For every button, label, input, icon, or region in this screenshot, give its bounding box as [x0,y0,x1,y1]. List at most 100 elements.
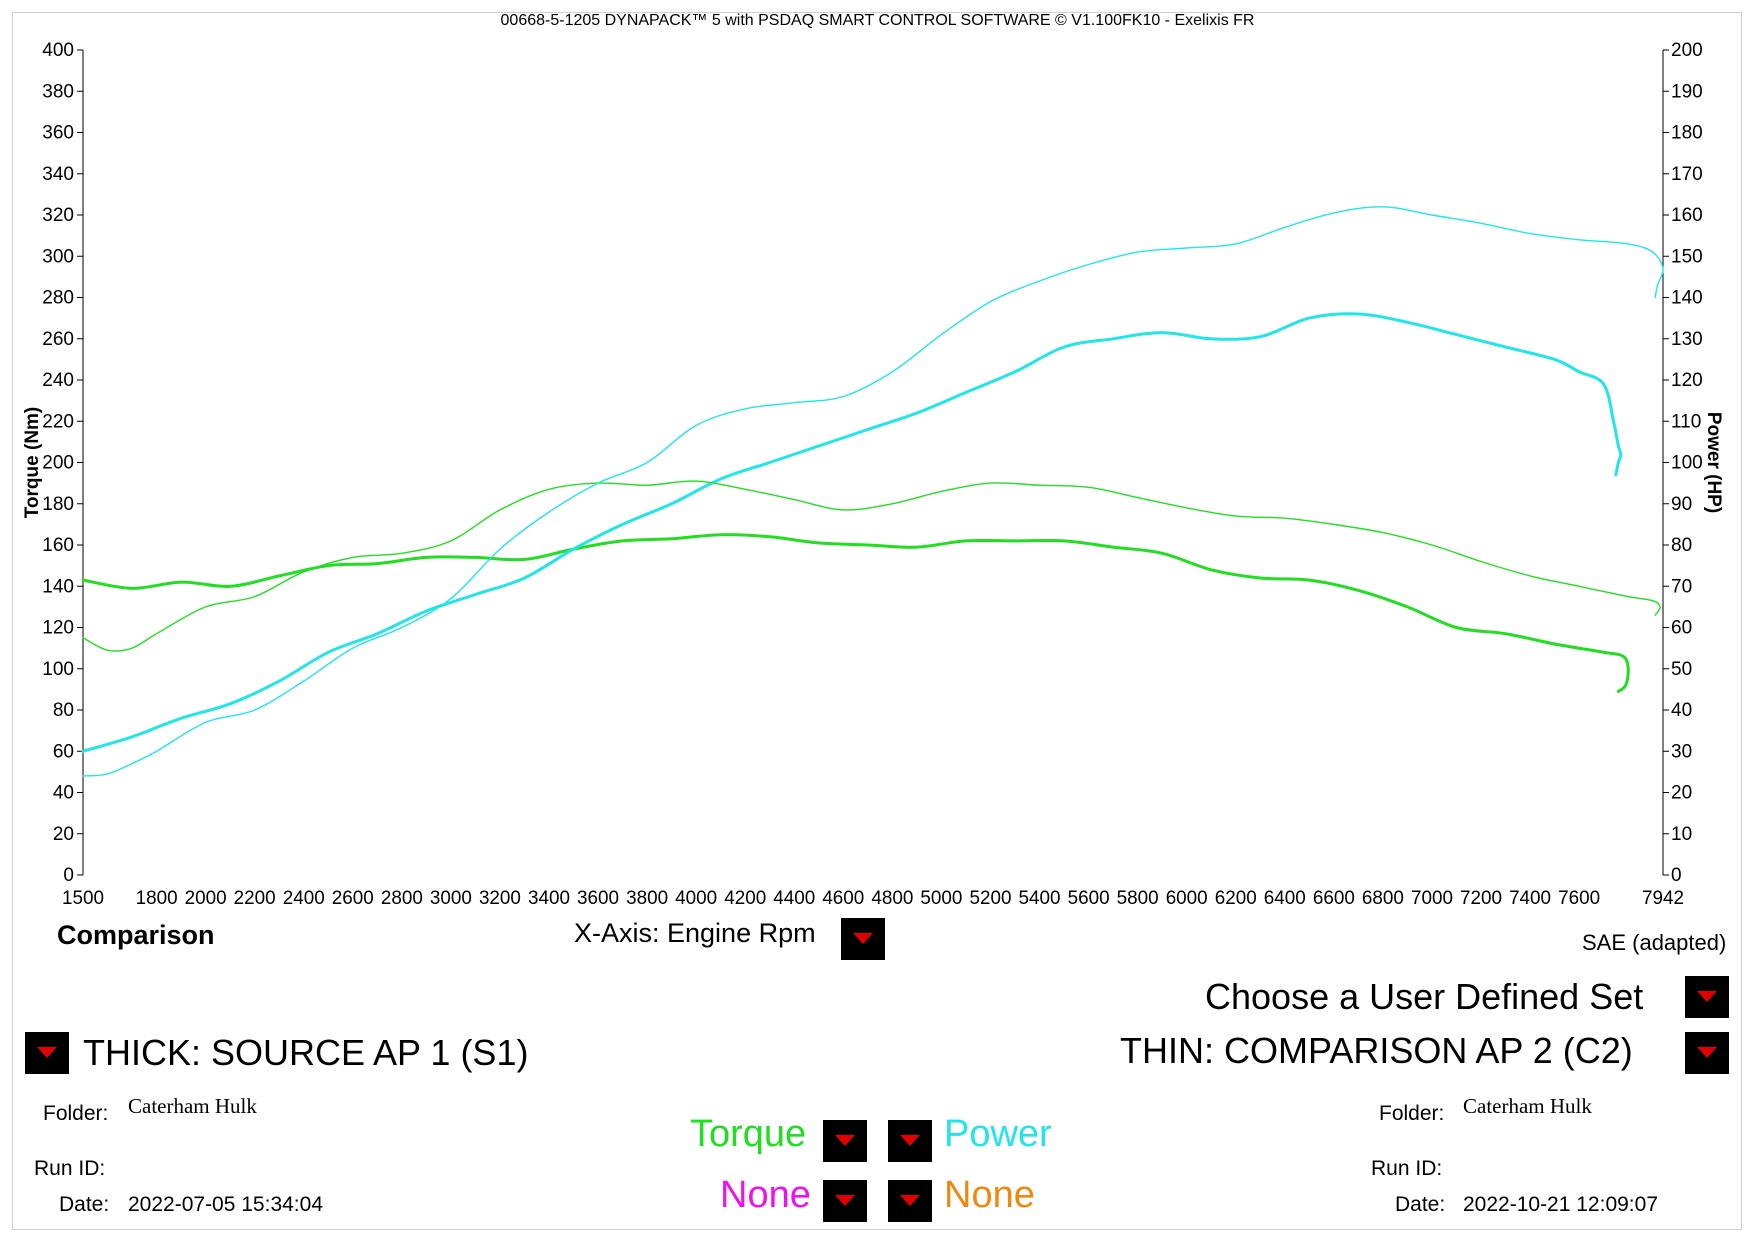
y2-tick-label: 20 [1671,783,1692,804]
y-tick-label: 20 [53,824,74,845]
x-tick-label: 2800 [381,888,423,909]
series-thin-power-line [82,206,1664,777]
y-tick-label: 280 [42,288,74,309]
y-tick-label: 120 [42,618,74,639]
x-tick-label: 5200 [969,888,1011,909]
selector-none-right-label: None [944,1174,1035,1216]
x-tick-label: 7000 [1411,888,1453,909]
y-tick-label: 380 [42,81,74,102]
y2-tick-label: 30 [1671,741,1692,762]
y-tick-label: 60 [53,741,74,762]
left-folder-label: Folder: [43,1102,109,1125]
y-tick-label: 300 [42,246,74,267]
x-tick-label: 5000 [920,888,962,909]
x-tick-label: 4200 [724,888,766,909]
y2-tick-label: 190 [1671,81,1703,102]
y-tick-label: 360 [42,123,74,144]
x-tick-label: 1500 [62,888,104,909]
user-set-label: Choose a User Defined Set [1205,976,1644,1017]
y-tick-label: 240 [42,370,74,391]
x-tick-label: 6000 [1166,888,1208,909]
x-tick-label: 7400 [1509,888,1551,909]
y2-tick-label: 180 [1671,123,1703,144]
y2-tick-label: 110 [1671,411,1701,432]
y2-tick-label: 200 [1671,40,1703,61]
y-tick-label: 400 [42,40,74,61]
x-tick-label: 4800 [871,888,913,909]
y-tick-label: 220 [42,411,74,432]
y-tick-label: 80 [53,700,74,721]
y-tick-label: 0 [63,865,74,886]
right-folder-label: Folder: [1379,1102,1445,1125]
y2-tick-label: 140 [1671,288,1703,309]
report-title: 00668-5-1205 DYNAPACK™ 5 with PSDAQ SMAR… [500,12,1255,29]
y2-tick-label: 160 [1671,205,1703,226]
y-tick-label: 200 [42,453,74,474]
right-runid-label: Run ID: [1371,1157,1443,1180]
x-tick-label: 5600 [1068,888,1110,909]
y-tick-label: 320 [42,205,74,226]
source-label: THICK: SOURCE AP 1 (S1) [83,1032,529,1073]
series-thick-torque-line [81,533,1630,693]
selector-none-left-dropdown[interactable] [823,1180,867,1222]
y2-tick-label: 40 [1671,700,1692,721]
xaxis-dropdown-button[interactable] [841,918,885,960]
x-tick-label: 2400 [283,888,325,909]
selector-power-label: Power [944,1113,1052,1155]
y-tick-label: 100 [42,659,74,680]
x-tick-label: 6200 [1215,888,1257,909]
y2-axis-label: Power (HP) [1703,412,1724,513]
x-tick-label: 4600 [822,888,864,909]
y2-tick-label: 10 [1671,824,1692,845]
dyno-chart: 0204060801001201401601802002202402602803… [22,40,1724,909]
y-tick-label: 180 [42,494,74,515]
y2-tick-label: 120 [1671,370,1703,391]
x-tick-label: 3600 [577,888,619,909]
series-thick-power-line [81,312,1623,753]
x-tick-label: 3200 [479,888,521,909]
selector-none-right-dropdown[interactable] [888,1180,932,1222]
y-tick-label: 40 [53,783,74,804]
x-tick-label: 1800 [136,888,178,909]
y2-tick-label: 50 [1671,659,1692,680]
right-folder-value: Caterham Hulk [1463,1094,1592,1118]
x-tick-label: 2000 [185,888,227,909]
xaxis-label: X-Axis: Engine Rpm [574,918,816,948]
series-thin-torque-line [82,480,1661,652]
y2-tick-label: 60 [1671,618,1692,639]
selector-power-dropdown[interactable] [888,1120,932,1162]
comparison-run-label: THIN: COMPARISON AP 2 (C2) [1120,1030,1633,1071]
x-tick-label: 7942 [1642,888,1684,909]
x-tick-label: 5400 [1019,888,1061,909]
y2-tick-label: 90 [1671,494,1692,515]
y-tick-label: 140 [42,576,74,597]
y-axis-label: Torque (Nm) [22,407,43,519]
report-frame [12,12,1742,1230]
x-tick-label: 6800 [1362,888,1404,909]
y-tick-label: 160 [42,535,74,556]
y2-tick-label: 80 [1671,535,1692,556]
x-tick-label: 5800 [1117,888,1159,909]
x-tick-label: 3000 [430,888,472,909]
y-tick-label: 260 [42,329,74,350]
x-tick-label: 2600 [332,888,374,909]
selector-torque-label: Torque [690,1113,807,1155]
left-date-value: 2022-07-05 15:34:04 [128,1193,323,1216]
selector-none-left-label: None [720,1174,811,1216]
x-tick-label: 3800 [626,888,668,909]
y2-tick-label: 0 [1671,865,1682,886]
left-folder-value: Caterham Hulk [128,1094,257,1118]
x-tick-label: 7600 [1558,888,1600,909]
right-date-value: 2022-10-21 12:09:07 [1463,1193,1658,1216]
y2-tick-label: 100 [1671,453,1703,474]
x-tick-label: 4400 [773,888,815,909]
sae-label: SAE (adapted) [1582,930,1727,955]
user-set-dropdown-button[interactable] [1685,976,1729,1018]
left-runid-label: Run ID: [34,1157,106,1180]
x-tick-label: 3400 [528,888,570,909]
selector-torque-dropdown[interactable] [823,1120,867,1162]
comparison-run-dropdown-button[interactable] [1685,1032,1729,1074]
y2-tick-label: 70 [1671,576,1692,597]
source-dropdown-button[interactable] [25,1032,69,1074]
x-tick-label: 6400 [1264,888,1306,909]
